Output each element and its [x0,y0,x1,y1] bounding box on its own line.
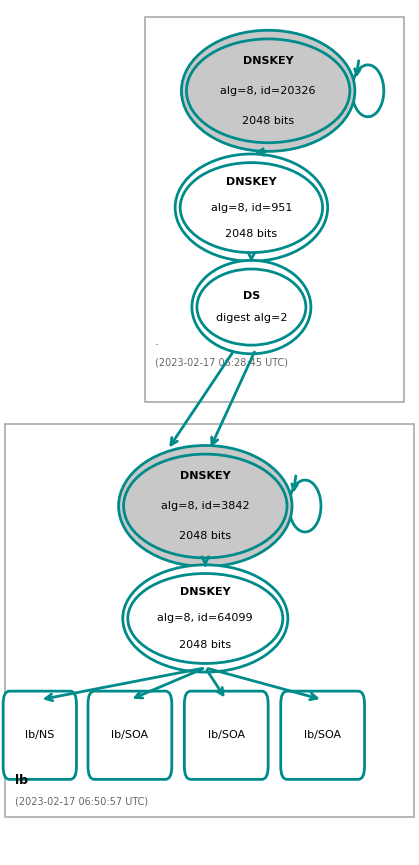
FancyBboxPatch shape [184,691,268,779]
Text: (2023-02-17 06:50:57 UTC): (2023-02-17 06:50:57 UTC) [15,796,148,806]
Text: lb: lb [15,774,28,787]
Text: alg=8, id=64099: alg=8, id=64099 [158,613,253,624]
Text: DNSKEY: DNSKEY [180,471,230,481]
Text: lb/SOA: lb/SOA [304,730,341,740]
Text: alg=8, id=20326: alg=8, id=20326 [220,86,316,96]
Text: 2048 bits: 2048 bits [225,228,277,239]
Ellipse shape [123,565,288,672]
Text: DNSKEY: DNSKEY [180,587,230,598]
FancyBboxPatch shape [88,691,172,779]
Ellipse shape [181,30,355,151]
Ellipse shape [128,573,283,663]
Text: DS: DS [243,291,260,301]
Bar [5,424,414,817]
Ellipse shape [186,39,350,143]
Ellipse shape [124,454,287,558]
FancyBboxPatch shape [3,691,77,779]
Text: (2023-02-17 06:28:45 UTC): (2023-02-17 06:28:45 UTC) [155,357,288,368]
Text: 2048 bits: 2048 bits [179,639,231,650]
Text: DNSKEY: DNSKEY [226,176,277,187]
Text: DNSKEY: DNSKEY [243,55,293,66]
Text: alg=8, id=3842: alg=8, id=3842 [161,501,250,511]
Bar [145,17,404,402]
Text: lb/SOA: lb/SOA [208,730,245,740]
Text: digest alg=2: digest alg=2 [216,313,287,324]
Text: 2048 bits: 2048 bits [179,531,231,541]
Ellipse shape [192,260,311,354]
Text: lb/SOA: lb/SOA [111,730,148,740]
Ellipse shape [197,269,306,345]
Text: lb/NS: lb/NS [25,730,54,740]
Text: .: . [155,335,159,348]
Ellipse shape [180,163,323,253]
Text: alg=8, id=951: alg=8, id=951 [211,202,292,213]
Ellipse shape [175,154,328,261]
FancyBboxPatch shape [281,691,365,779]
Ellipse shape [119,445,292,567]
Text: 2048 bits: 2048 bits [242,116,294,126]
